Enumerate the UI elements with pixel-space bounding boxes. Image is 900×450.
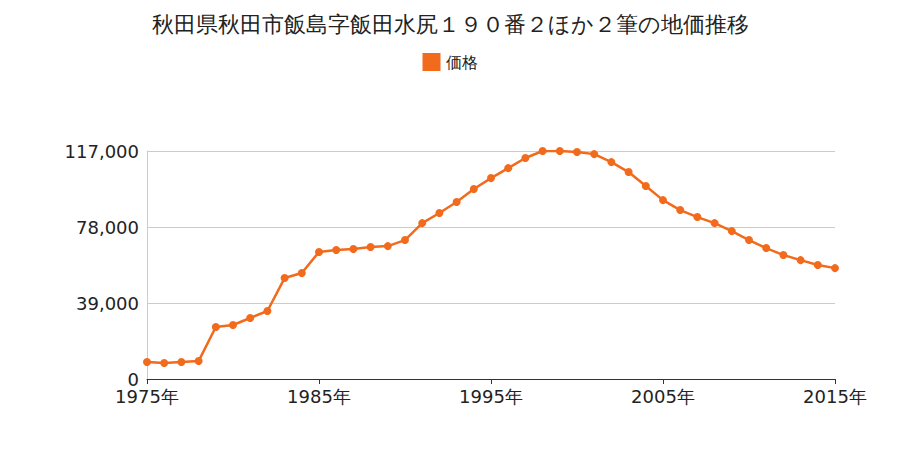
- svg-text:1995年: 1995年: [459, 386, 523, 407]
- svg-text:39,000: 39,000: [76, 293, 139, 314]
- svg-text:0: 0: [127, 368, 139, 390]
- svg-text:1985年: 1985年: [287, 386, 351, 407]
- svg-text:秋田県秋田市飯島字飯田水尻１９０番２ほか２筆の地価推移: 秋田県秋田市飯島字飯田水尻１９０番２ほか２筆の地価推移: [152, 12, 749, 37]
- svg-text:1975年: 1975年: [115, 386, 179, 407]
- svg-text:2015年: 2015年: [803, 386, 867, 407]
- svg-text:2005年: 2005年: [631, 386, 695, 407]
- svg-text:117,000: 117,000: [65, 141, 139, 162]
- svg-text:78,000: 78,000: [76, 217, 139, 238]
- svg-text:価格: 価格: [446, 53, 478, 72]
